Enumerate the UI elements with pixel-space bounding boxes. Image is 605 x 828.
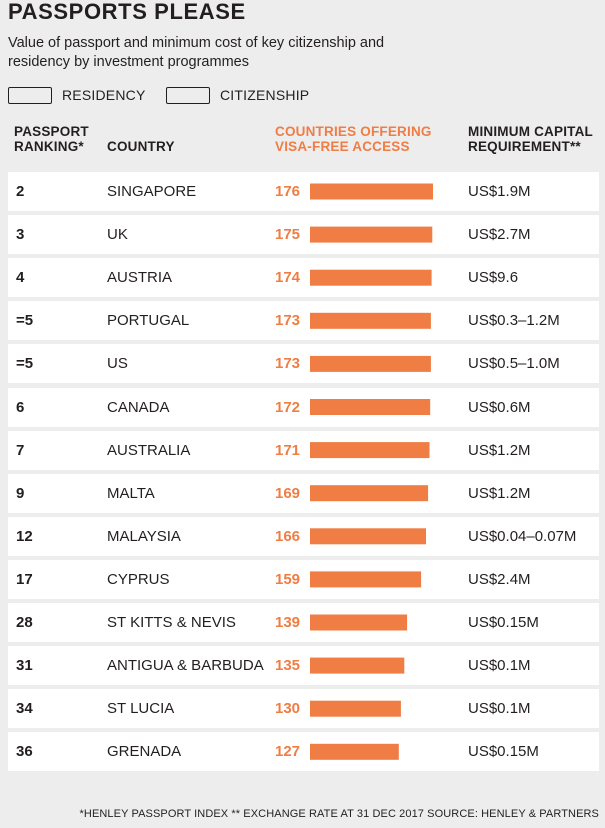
capital-cell: US$0.15M xyxy=(468,614,539,631)
visa-free-value: 175 xyxy=(275,226,301,244)
capital-cell: US$9.6 xyxy=(468,269,519,287)
capital-cell: US$2.4M xyxy=(468,570,531,588)
page-subtitle: Value of passport and minimum cost of ke… xyxy=(8,35,385,70)
country-cell: PORTUGAL xyxy=(107,312,190,330)
capital-cell: US$0.04–0.07M xyxy=(468,527,577,545)
country-cell: CANADA xyxy=(107,398,170,416)
capital-cell: US$2.7M xyxy=(468,226,531,244)
country-cell: GRENADA xyxy=(107,743,182,761)
table-row: 6 CANADA 172 US$0.6M xyxy=(8,387,599,427)
table-row: 3 UK 175 US$2.7M xyxy=(8,215,599,255)
capital-cell: US$0.1M xyxy=(468,657,531,675)
rank-cell: 4 xyxy=(16,269,25,287)
capital-cell: US$0.6M xyxy=(468,398,531,416)
visa-free-value: 130 xyxy=(275,700,301,718)
capital-cell: US$0.5–1.0M xyxy=(468,355,560,373)
header-visa-line-1: COUNTRIES OFFERING xyxy=(275,124,432,139)
rank-cell: 34 xyxy=(16,700,33,718)
visa-free-value: 171 xyxy=(275,441,301,459)
table-row: 9 MALTA 169 US$1.2M xyxy=(8,473,599,513)
header-capital: MINIMUM CAPITAL REQUIREMENT** xyxy=(468,124,593,154)
visa-free-value: 173 xyxy=(275,312,301,330)
legend-item-citizenship: CITIZENSHIP xyxy=(166,87,309,104)
table-row: 2 SINGAPORE 176 US$1.9M xyxy=(8,172,599,211)
header-visa-line-2: VISA-FREE ACCESS xyxy=(275,139,410,154)
visa-free-value: 159 xyxy=(275,570,301,588)
table-row: =5 US 173 US$0.5–1.0M xyxy=(8,344,599,384)
table-row: 17 CYPRUS 159 US$2.4M xyxy=(8,559,599,599)
country-cell: MALAYSIA xyxy=(107,527,181,545)
table-row: 4 AUSTRIA 174 US$9.6 xyxy=(8,258,599,298)
rank-cell: 12 xyxy=(16,527,33,545)
capital-cell: US$1.2M xyxy=(468,441,531,459)
rank-cell: 3 xyxy=(16,226,25,244)
visa-free-value: 135 xyxy=(275,657,301,675)
table-row: 36 GRENADA 127 US$0.15M xyxy=(8,732,599,772)
legend-label-residency: RESIDENCY xyxy=(62,87,146,103)
page-title: PASSPORTS PLEASE xyxy=(8,0,246,24)
header-country: COUNTRY xyxy=(107,139,175,154)
country-cell: AUSTRIA xyxy=(107,269,173,287)
visa-free-value: 127 xyxy=(275,743,301,761)
table-row: =5 PORTUGAL 173 US$0.3–1.2M xyxy=(8,301,599,341)
country-cell: ANTIGUA & BARBUDA xyxy=(107,657,264,675)
capital-cell: US$0.15M xyxy=(468,743,539,761)
legend-swatch-residency xyxy=(8,87,52,104)
country-cell: ST LUCIA xyxy=(107,700,175,718)
footnote: *HENLEY PASSPORT INDEX ** EXCHANGE RATE … xyxy=(79,808,599,820)
table-row: 12 MALAYSIA 166 US$0.04–0.07M xyxy=(8,516,599,556)
rank-cell: 36 xyxy=(16,743,33,761)
legend-swatch-citizenship xyxy=(166,87,210,104)
header-rank-line-2: RANKING* xyxy=(14,139,84,154)
visa-free-value: 173 xyxy=(275,355,301,373)
country-cell: ST KITTS & NEVIS xyxy=(107,614,236,631)
table-row: 28 ST KITTS & NEVIS 139 US$0.15M xyxy=(8,603,599,642)
table-row: 7 AUSTRALIA 171 US$1.2M xyxy=(8,430,599,470)
visa-free-value: 169 xyxy=(275,484,301,502)
table-row: 34 ST LUCIA 130 US$0.1M xyxy=(8,689,599,729)
country-cell: UK xyxy=(107,226,128,244)
visa-free-value: 174 xyxy=(275,269,301,287)
legend-label-citizenship: CITIZENSHIP xyxy=(220,87,310,103)
rank-cell: 17 xyxy=(16,570,33,588)
header-capital-line-1: MINIMUM CAPITAL xyxy=(468,124,593,139)
table-row: 31 ANTIGUA & BARBUDA 135 US$0.1M xyxy=(8,646,599,686)
rank-cell: 31 xyxy=(16,657,33,675)
visa-free-value: 139 xyxy=(275,614,301,631)
header-visa-free: COUNTRIES OFFERING VISA-FREE ACCESS xyxy=(275,124,432,154)
rank-cell: 6 xyxy=(16,398,25,416)
rank-cell: =5 xyxy=(16,355,34,373)
rank-cell: 28 xyxy=(16,614,33,631)
capital-cell: US$0.3–1.2M xyxy=(468,312,560,330)
visa-free-value: 176 xyxy=(275,183,301,200)
visa-free-value: 166 xyxy=(275,527,301,545)
rank-cell: 2 xyxy=(16,183,25,200)
country-cell: US xyxy=(107,355,128,373)
header-rank: PASSPORT RANKING* xyxy=(14,124,89,154)
country-cell: MALTA xyxy=(107,484,155,502)
country-cell: CYPRUS xyxy=(107,570,170,588)
header-rank-line-1: PASSPORT xyxy=(14,124,89,139)
rank-cell: 9 xyxy=(16,484,25,502)
header-capital-line-2: REQUIREMENT** xyxy=(468,139,581,154)
rank-cell: 7 xyxy=(16,441,25,459)
capital-cell: US$0.1M xyxy=(468,700,531,718)
legend-item-residency: RESIDENCY xyxy=(8,87,145,104)
capital-cell: US$1.2M xyxy=(468,484,531,502)
visa-free-value: 172 xyxy=(275,398,301,416)
capital-cell: US$1.9M xyxy=(468,183,531,200)
country-cell: AUSTRALIA xyxy=(107,441,191,459)
rank-cell: =5 xyxy=(16,312,34,330)
country-cell: SINGAPORE xyxy=(107,183,197,200)
